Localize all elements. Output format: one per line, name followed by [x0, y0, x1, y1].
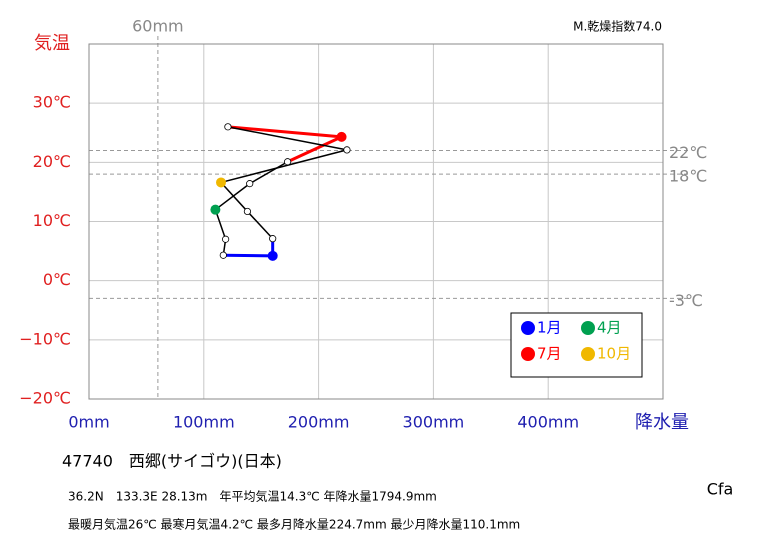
month-segment — [223, 253, 273, 258]
y-tick-label: 10℃ — [33, 211, 71, 230]
legend-swatch — [581, 347, 595, 361]
month-segment — [227, 125, 342, 139]
legend-label: 4月 — [597, 319, 622, 337]
month-segment — [286, 135, 343, 164]
y-tick-label: 30℃ — [33, 93, 71, 112]
y-tick-label: 20℃ — [33, 152, 71, 171]
station: 47740 西郷(サイゴウ)(日本) — [62, 452, 282, 471]
month-point — [243, 207, 252, 216]
info-line: 36.2N 133.3E 28.13m 年平均気温14.3℃ 年降水量1794.… — [68, 489, 437, 504]
month-point — [267, 250, 278, 261]
y-tick-label: 0℃ — [43, 270, 71, 289]
legend-swatch — [521, 321, 535, 335]
x-tick-label: 300mm — [403, 413, 465, 432]
month-point — [336, 131, 347, 142]
x-tick-label: 100mm — [173, 413, 235, 432]
month-segment — [227, 126, 348, 151]
y-axis-label: 気温 — [34, 33, 70, 54]
month-point — [210, 204, 221, 215]
month-point — [343, 146, 351, 154]
reference-label: 22℃ — [669, 143, 707, 162]
climate-class: Cfa — [707, 480, 734, 499]
info-line: 最暖月気温26℃ 最寒月気温4.2℃ 最多月降水量224.7mm 最少月降水量1… — [68, 517, 520, 532]
month-point — [219, 251, 227, 259]
legend-swatch — [581, 321, 595, 335]
x-tick-label: 400mm — [517, 413, 579, 432]
month-segment — [246, 210, 274, 240]
y-tick-label: −10℃ — [19, 329, 71, 348]
x-tick-label: 0mm — [68, 413, 109, 432]
legend-swatch — [521, 347, 535, 361]
month-segment — [220, 181, 248, 212]
month-segment — [214, 183, 251, 211]
month-point — [222, 235, 230, 243]
y-tick-label: −20℃ — [19, 389, 71, 408]
x-tick-label: 200mm — [288, 413, 350, 432]
plot-frame — [88, 43, 664, 400]
month-segment — [214, 209, 227, 240]
legend-label: 1月 — [537, 319, 562, 337]
legend-label: 10月 — [597, 345, 631, 363]
reference-label: 18℃ — [669, 167, 707, 186]
month-point — [246, 180, 254, 188]
reference-label: -3℃ — [669, 291, 703, 310]
month-point — [216, 177, 227, 188]
month-point — [224, 123, 232, 131]
month-point — [284, 158, 292, 166]
reference-label: 60mm — [132, 17, 184, 36]
month-segment — [220, 149, 348, 184]
month-segment — [249, 161, 288, 185]
x-axis-label: 降水量 — [635, 412, 689, 433]
legend-label: 7月 — [537, 345, 562, 363]
index-note: M.乾燥指数74.0 — [573, 19, 662, 34]
month-point — [269, 235, 277, 243]
